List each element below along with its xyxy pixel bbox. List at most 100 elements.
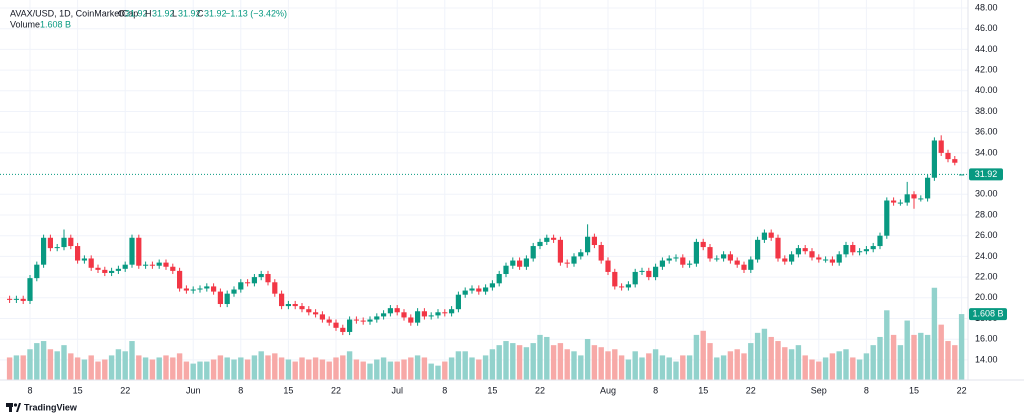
candle-body [863, 249, 869, 252]
volume-bar [727, 351, 734, 380]
candle-body [768, 232, 774, 238]
candle-body [442, 312, 448, 314]
candle-body [347, 319, 353, 332]
volume-bar [54, 351, 60, 380]
candle-body [258, 273, 264, 278]
volume-bar [353, 359, 360, 380]
volume-bar [278, 357, 285, 380]
candle-body [850, 245, 856, 253]
x-tick-label: 22 [746, 385, 756, 395]
volume-bar [442, 361, 448, 380]
logo-mark [16, 403, 21, 412]
volume-bar [945, 341, 951, 380]
candle-body [299, 306, 305, 310]
candle-body [530, 246, 536, 259]
candle-body [734, 260, 740, 265]
candle-body [109, 270, 115, 273]
candle-body [612, 271, 618, 287]
candle-body [795, 248, 801, 255]
last-volume-box [969, 308, 1007, 321]
last-price-label: 31.92 [975, 169, 998, 179]
candle-body [877, 235, 883, 247]
candle-body [918, 198, 924, 200]
candle-body [503, 265, 509, 274]
volume-bar [312, 357, 319, 380]
volume-bar [530, 343, 536, 380]
volume-bar [231, 359, 237, 380]
volume-bar [306, 359, 312, 380]
candle-body [605, 260, 611, 272]
volume-bar [768, 336, 774, 380]
volume-bar [782, 347, 788, 380]
open-letter: O [118, 8, 125, 18]
volume-bar [428, 363, 434, 380]
volume-bar [741, 353, 747, 380]
candle-body [680, 257, 686, 265]
x-tick-label: 15 [698, 385, 708, 395]
candle-body [489, 283, 495, 288]
y-tick-label: 28.00 [975, 209, 998, 219]
x-tick-label: 22 [331, 385, 341, 395]
volume-bar [292, 361, 298, 380]
volume-bar [659, 355, 666, 380]
candle-body [721, 254, 727, 259]
candle-body [755, 239, 761, 260]
volume-bar [34, 343, 40, 380]
branding[interactable]: TradingView [6, 402, 78, 412]
candle-body [129, 237, 135, 265]
candle-body [381, 313, 387, 317]
volume-bar [217, 355, 224, 380]
candle-body [591, 236, 597, 246]
volume-bar [754, 332, 761, 380]
candle-body [272, 282, 278, 294]
volume-bar [183, 361, 190, 380]
volume-bar [897, 345, 904, 380]
candle-body [741, 264, 747, 270]
volume-bar [666, 357, 672, 380]
volume-bar [68, 353, 74, 380]
volume-bar [856, 359, 863, 380]
volume-bar [632, 351, 638, 380]
volume-bar [190, 363, 196, 380]
high-letter: H [145, 8, 152, 18]
candle-body [666, 258, 672, 261]
y-tick-label: 40.00 [975, 85, 998, 95]
volume-bar [870, 345, 876, 380]
candle-body [510, 260, 516, 266]
volume-bar [734, 349, 740, 380]
candle-body [231, 289, 237, 294]
candle-body [136, 237, 142, 266]
y-tick-label: 24.00 [975, 251, 998, 261]
candle-body [843, 245, 849, 255]
volume-bar [40, 341, 47, 380]
low-value: 31.92 [178, 8, 201, 18]
x-tick-label: Jun [186, 385, 201, 395]
volume-bar [775, 341, 781, 380]
volume-bar [673, 361, 679, 380]
candle-body [374, 316, 380, 320]
volume-bar [285, 359, 292, 380]
volume-bar [129, 341, 135, 380]
x-tick-label: Aug [600, 385, 616, 395]
candle-body [41, 237, 47, 265]
volume-bar [61, 345, 67, 380]
volume-bar [374, 359, 380, 380]
candle-body [707, 247, 713, 259]
volume-bar [523, 347, 530, 380]
volume-bar [455, 351, 462, 380]
candle-body [217, 291, 223, 305]
candle-body [693, 241, 699, 264]
candle-body [925, 177, 931, 199]
candle-body [857, 251, 863, 253]
volume-bar [584, 339, 591, 380]
logo-mark [13, 403, 18, 407]
volume-bar [714, 357, 720, 380]
volume-bar [401, 359, 407, 380]
x-tick-label: Jul [391, 385, 403, 395]
candle-body [149, 264, 155, 266]
volume-bar [421, 357, 428, 380]
symbol-title: AVAX/USD, 1D, CoinMarketCap [10, 8, 138, 18]
x-tick-label: 8 [442, 385, 447, 395]
volume-bar [904, 320, 910, 380]
y-tick-label: 26.00 [975, 230, 998, 240]
